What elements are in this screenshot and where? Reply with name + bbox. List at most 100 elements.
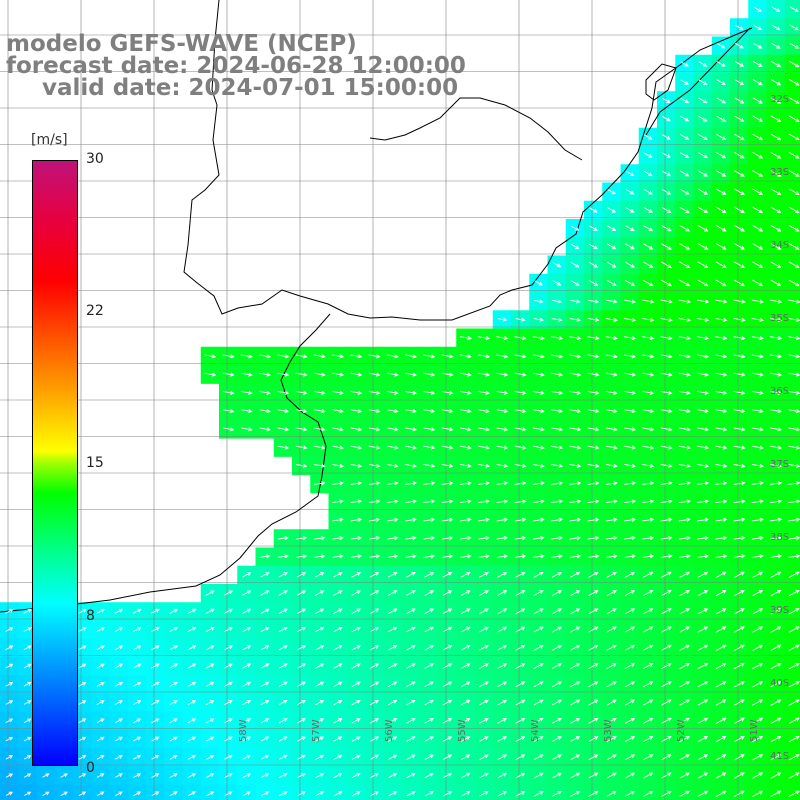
wind-arrow: [478, 499, 490, 504]
wind-arrow: [788, 206, 800, 214]
wind-arrow: [605, 372, 618, 377]
wind-arrow: [733, 499, 746, 504]
wind-arrow: [224, 754, 233, 760]
wind-arrow: [588, 644, 599, 651]
wind-arrow: [424, 626, 435, 633]
wind-speed-cell: [784, 693, 800, 713]
wind-arrow: [151, 627, 160, 633]
wind-speed-cell: [784, 91, 800, 111]
wind-arrow: [533, 772, 544, 779]
wind-arrow: [551, 626, 563, 633]
wind-arrow: [770, 261, 782, 268]
wind-speed-cell: [438, 784, 457, 800]
wind-arrow: [678, 535, 691, 541]
wind-arrow: [405, 354, 418, 359]
wind-arrow: [478, 372, 491, 377]
wind-arrow: [350, 409, 363, 414]
wind-arrow: [660, 463, 673, 468]
wind-arrow: [386, 372, 399, 377]
wind-arrow: [788, 224, 800, 232]
wind-speed-cell: [784, 419, 800, 439]
wind-arrow: [770, 699, 782, 706]
wind-speed-cell: [784, 365, 800, 384]
wind-arrow: [715, 372, 728, 377]
wind-arrow: [5, 755, 14, 760]
wind-arrow: [733, 188, 745, 195]
wind-arrow: [242, 718, 252, 724]
wind-arrow: [751, 445, 764, 450]
wind-arrow: [587, 409, 600, 414]
wind-arrow: [423, 427, 436, 432]
wind-arrow: [423, 445, 436, 450]
wind-arrow: [405, 427, 417, 432]
wind-arrow: [551, 445, 563, 450]
wind-arrow: [570, 262, 580, 268]
wind-arrow: [96, 718, 105, 724]
wind-arrow: [552, 262, 562, 268]
wind-arrow: [679, 170, 690, 177]
wind-arrow: [277, 390, 290, 395]
wind-arrow: [588, 754, 599, 761]
wind-arrow: [660, 535, 673, 541]
wind-speed-cell: [784, 401, 800, 421]
wind-arrow: [333, 718, 343, 724]
wind-speed-cell: [784, 164, 800, 184]
wind-arrow: [605, 427, 618, 432]
wind-arrow: [169, 736, 178, 742]
wind-arrow: [187, 700, 197, 705]
wind-arrow: [679, 243, 691, 250]
wind-arrow: [132, 627, 142, 632]
wind-arrow: [751, 336, 764, 341]
wind-arrow: [697, 427, 710, 432]
wind-arrow: [278, 700, 288, 706]
wind-arrow: [114, 773, 123, 778]
wind-arrow: [715, 354, 728, 359]
wind-arrow: [442, 791, 453, 797]
wind-arrow: [350, 535, 362, 541]
wind-arrow: [642, 644, 654, 651]
wind-arrow: [259, 354, 272, 359]
wind-arrow: [240, 390, 253, 395]
wind-arrow: [551, 590, 563, 596]
wind-arrow: [333, 681, 343, 687]
wind-arrow: [332, 499, 344, 504]
lat-label: 41S: [770, 751, 790, 762]
wind-arrow: [424, 645, 435, 651]
wind-arrow: [661, 590, 672, 597]
wind-arrow: [587, 517, 600, 522]
wind-arrow: [642, 663, 654, 669]
wind-arrow: [660, 554, 673, 559]
wind-arrow: [369, 773, 379, 779]
wind-arrow: [606, 644, 617, 651]
wind-arrow: [770, 60, 782, 68]
wind-arrow: [242, 663, 252, 669]
wind-arrow: [642, 445, 655, 450]
wind-arrow: [497, 590, 508, 596]
wind-arrow: [587, 535, 600, 541]
wind-arrow: [278, 626, 288, 633]
wind-arrow: [260, 773, 270, 778]
wind-arrow: [169, 700, 178, 705]
wind-arrow: [770, 644, 782, 651]
wind-speed-cell: [784, 456, 800, 476]
wind-arrow: [551, 427, 563, 432]
wind-arrow: [588, 243, 598, 250]
wind-arrow: [587, 554, 600, 559]
wind-arrow: [661, 681, 672, 688]
colorbar-unit: [m/s]: [31, 132, 68, 148]
wind-arrow: [570, 626, 581, 633]
wind-arrow: [386, 354, 399, 359]
wind-arrow: [678, 481, 691, 486]
wind-arrow: [423, 409, 436, 414]
wind-arrow: [788, 78, 800, 86]
wind-arrow: [386, 409, 399, 414]
wind-arrow: [788, 279, 800, 287]
wind-arrow: [242, 627, 252, 633]
wind-speed-cell: [748, 784, 768, 800]
wind-arrow: [460, 754, 471, 760]
wind-arrow: [733, 409, 746, 414]
wind-arrow: [570, 225, 580, 231]
wind-arrow: [715, 681, 727, 688]
wind-arrow: [788, 699, 800, 706]
wind-arrow: [697, 279, 709, 287]
